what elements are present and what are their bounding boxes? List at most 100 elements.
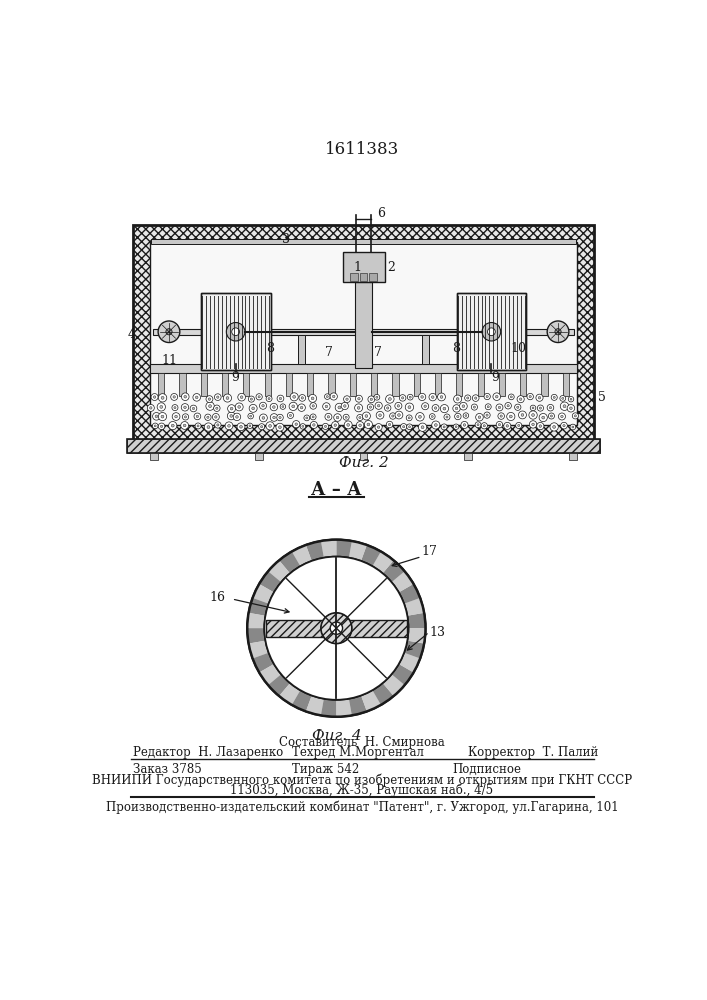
Text: 10: 10 [510,342,527,355]
Circle shape [367,423,370,426]
Circle shape [376,396,378,398]
Wedge shape [321,540,337,558]
Circle shape [440,396,443,398]
Circle shape [463,413,469,418]
Wedge shape [247,628,265,644]
Text: 7: 7 [325,346,332,359]
Circle shape [230,415,233,417]
Bar [201,373,207,396]
Circle shape [455,407,458,410]
Circle shape [452,405,460,412]
Circle shape [262,417,264,419]
Circle shape [207,426,210,429]
Circle shape [153,396,156,398]
Circle shape [408,406,411,409]
Bar [298,335,305,364]
Circle shape [322,423,329,429]
Circle shape [402,426,405,428]
Circle shape [266,422,274,430]
Circle shape [563,405,566,408]
Bar [307,373,313,396]
Circle shape [306,417,308,419]
Circle shape [356,422,364,429]
Circle shape [169,422,177,430]
Circle shape [249,425,251,427]
Wedge shape [259,664,281,685]
Circle shape [379,414,381,417]
Circle shape [325,405,328,408]
Circle shape [195,396,198,399]
Circle shape [206,402,214,410]
Circle shape [505,402,511,409]
Circle shape [467,397,469,399]
Circle shape [166,329,172,335]
Circle shape [357,414,363,421]
Wedge shape [279,552,300,573]
Text: 3: 3 [282,233,290,246]
Circle shape [457,415,459,418]
Circle shape [276,423,284,431]
Circle shape [482,323,501,341]
Circle shape [508,394,514,400]
Circle shape [572,413,578,419]
Circle shape [312,416,314,418]
Wedge shape [306,541,324,561]
Circle shape [455,426,457,428]
Circle shape [259,414,267,422]
Circle shape [157,403,165,411]
Wedge shape [404,598,424,616]
Circle shape [529,395,531,398]
Text: 2: 2 [387,261,395,274]
Text: 17: 17 [421,545,438,558]
Circle shape [475,422,481,428]
Circle shape [344,396,351,403]
Circle shape [539,407,542,409]
Circle shape [547,321,569,343]
Wedge shape [399,653,420,672]
Bar [266,620,407,637]
Circle shape [454,395,462,403]
Wedge shape [382,674,404,696]
Circle shape [397,405,399,407]
Circle shape [147,404,154,411]
Circle shape [193,394,201,401]
Circle shape [338,406,341,409]
Wedge shape [373,683,394,705]
Circle shape [518,424,520,427]
Circle shape [515,404,521,410]
Circle shape [310,421,317,428]
Circle shape [407,415,412,421]
Circle shape [228,412,235,420]
Circle shape [327,416,329,418]
Circle shape [301,397,303,399]
Circle shape [335,403,344,412]
Circle shape [248,413,254,419]
Circle shape [214,405,220,411]
Circle shape [484,393,491,400]
Text: 11: 11 [161,354,177,367]
Circle shape [261,426,263,428]
Circle shape [158,423,165,430]
Circle shape [279,397,281,400]
Circle shape [560,395,566,401]
Circle shape [295,423,298,425]
Bar [414,373,420,396]
Circle shape [572,426,574,428]
Circle shape [405,403,414,411]
Circle shape [488,328,495,336]
Circle shape [298,404,305,411]
Circle shape [330,393,337,400]
Circle shape [247,540,426,717]
Circle shape [209,398,211,400]
Circle shape [390,413,396,419]
Bar [422,335,428,364]
Circle shape [250,398,252,400]
Circle shape [485,404,491,410]
Circle shape [476,413,484,421]
Circle shape [327,396,328,398]
Text: 4: 4 [128,328,136,341]
Bar [127,439,600,453]
Text: А – А: А – А [311,481,362,499]
Circle shape [259,424,264,430]
Bar [329,373,334,396]
